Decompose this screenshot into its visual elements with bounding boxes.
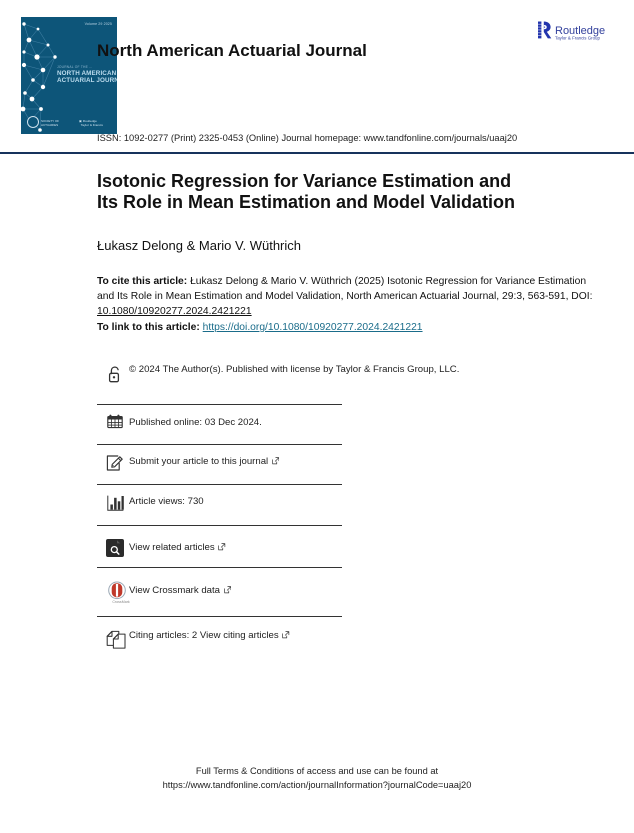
svg-text:Taylor & Francis Group: Taylor & Francis Group xyxy=(555,36,600,41)
